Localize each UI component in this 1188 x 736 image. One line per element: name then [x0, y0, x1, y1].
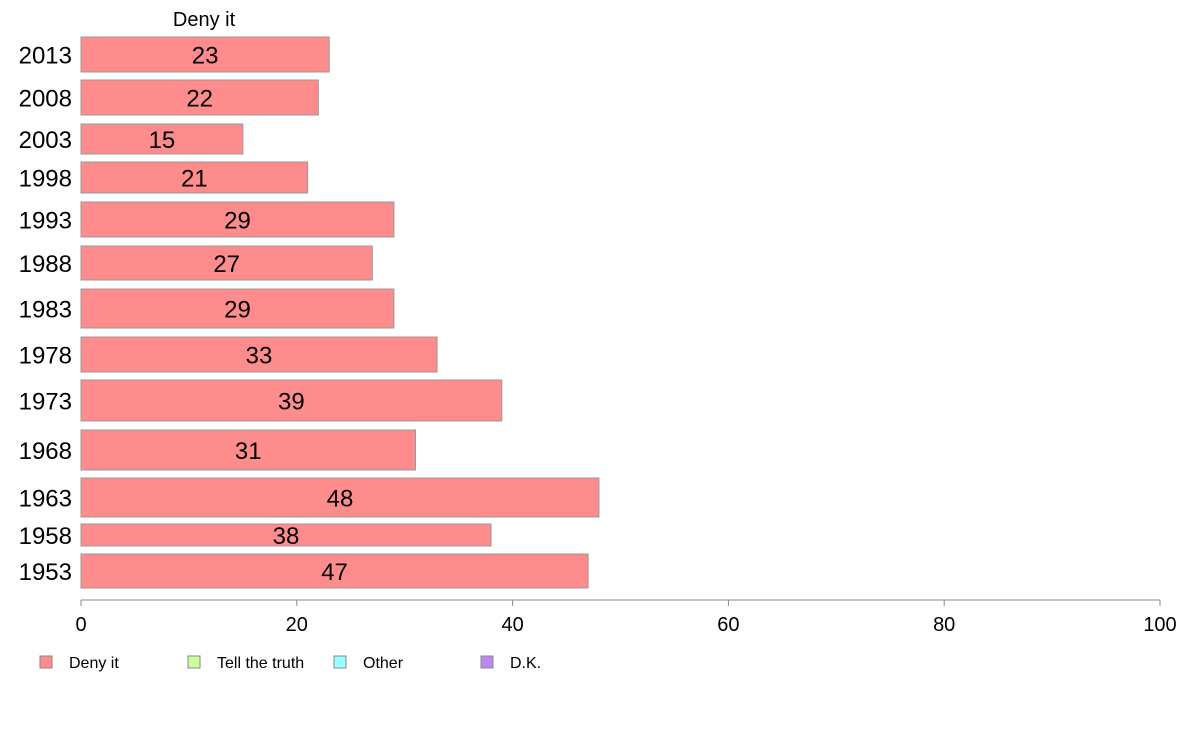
year-label: 1978: [19, 343, 72, 370]
data-label: 27: [213, 251, 240, 278]
year-label: 1953: [19, 559, 72, 586]
year-label: 1968: [19, 438, 72, 465]
bar: [80, 523, 492, 547]
data-label: 38: [273, 523, 300, 550]
legend-label: D.K.: [510, 655, 541, 672]
bar: [80, 245, 373, 281]
legend-swatch: [333, 655, 347, 669]
bar: [80, 477, 600, 518]
legend-swatch: [187, 655, 201, 669]
data-label: 22: [186, 86, 213, 113]
x-tick-label: 20: [286, 614, 308, 636]
x-axis-ticks: 0 20 40 60 80 100: [75, 600, 1177, 636]
legend-label: Tell the truth: [217, 655, 304, 672]
data-label: 29: [224, 297, 251, 324]
x-tick-label: 60: [717, 614, 739, 636]
year-label: 1998: [19, 166, 72, 193]
year-labels: 2013 2008 2003 1998 1993 1988 1983 1978 1973 1968…: [19, 43, 72, 587]
bar: [80, 36, 330, 73]
bar: [80, 79, 319, 116]
year-label: 1993: [19, 208, 72, 235]
x-tick-label: 100: [1143, 614, 1176, 636]
x-tick-label: 40: [501, 614, 523, 636]
year-label: 2008: [19, 86, 72, 113]
year-label: 1973: [19, 389, 72, 416]
data-label: 31: [235, 438, 262, 465]
data-label: 21: [181, 166, 208, 193]
data-label: 33: [246, 343, 273, 370]
year-label: 2013: [19, 43, 72, 70]
data-label: 29: [224, 208, 251, 235]
data-label: 48: [327, 486, 354, 513]
bar: [80, 288, 395, 329]
legend: Deny it Tell the truth Other D.K.: [39, 655, 541, 672]
bar: [80, 336, 438, 373]
bar: [80, 429, 416, 471]
bar: [80, 123, 244, 155]
legend-swatch: [480, 655, 494, 669]
year-label: 1988: [19, 251, 72, 278]
x-tick-label: 80: [933, 614, 955, 636]
year-label: 1983: [19, 297, 72, 324]
column-header: Deny it: [173, 9, 236, 31]
bar: [80, 161, 309, 194]
year-label: 1958: [19, 523, 72, 550]
data-label: 47: [321, 559, 348, 586]
year-label: 2003: [19, 127, 72, 154]
data-label: 15: [149, 127, 176, 154]
bar: [80, 379, 503, 422]
bar: [80, 201, 395, 238]
bar: [80, 553, 589, 589]
year-label: 1963: [19, 486, 72, 513]
legend-swatch: [39, 655, 53, 669]
legend-label: Other: [363, 655, 404, 672]
legend-label: Deny it: [69, 655, 119, 672]
x-tick-label: 0: [75, 614, 86, 636]
data-label: 23: [192, 43, 219, 70]
data-label: 39: [278, 389, 305, 416]
